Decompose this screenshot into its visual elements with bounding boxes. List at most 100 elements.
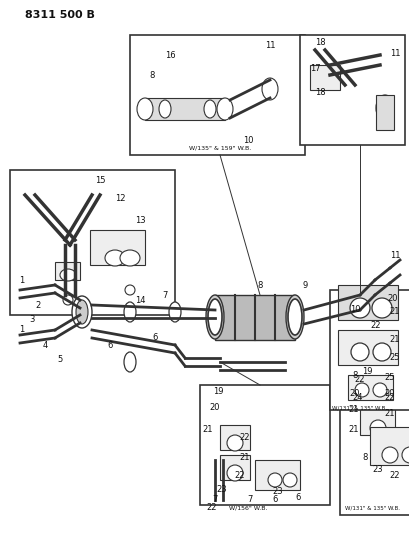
Ellipse shape — [120, 250, 139, 266]
Text: W/131" & 135" W.B.: W/131" & 135" W.B. — [345, 505, 400, 511]
Text: 22: 22 — [354, 376, 364, 384]
Text: 2: 2 — [35, 301, 40, 310]
Text: W/135" & 159" W.B.: W/135" & 159" W.B. — [189, 146, 250, 150]
Bar — [337, 285, 397, 320]
Text: 23: 23 — [372, 465, 382, 474]
Bar — [375, 95, 393, 130]
Bar — [359, 407, 394, 435]
Ellipse shape — [350, 343, 368, 361]
Ellipse shape — [261, 78, 277, 100]
Text: 21: 21 — [348, 425, 358, 434]
Ellipse shape — [205, 295, 223, 339]
Text: 8: 8 — [351, 370, 357, 379]
Ellipse shape — [372, 343, 390, 361]
Text: 25: 25 — [384, 374, 394, 383]
Text: 25: 25 — [389, 353, 399, 362]
Bar — [254, 460, 299, 490]
Bar — [309, 65, 339, 90]
Ellipse shape — [159, 100, 171, 118]
Ellipse shape — [282, 473, 296, 487]
Text: 21: 21 — [348, 406, 358, 415]
Bar — [55, 262, 80, 280]
Text: 7: 7 — [212, 496, 217, 505]
Ellipse shape — [369, 420, 385, 436]
Ellipse shape — [137, 98, 153, 120]
Ellipse shape — [105, 250, 125, 266]
Text: 21: 21 — [202, 425, 213, 434]
Ellipse shape — [349, 298, 369, 318]
Text: W/156" W.B.: W/156" W.B. — [228, 505, 267, 511]
Ellipse shape — [381, 447, 397, 463]
Text: 20: 20 — [387, 294, 397, 303]
Text: 7: 7 — [162, 290, 167, 300]
Bar — [347, 360, 397, 385]
Ellipse shape — [72, 296, 92, 328]
Text: 22: 22 — [239, 433, 249, 442]
Text: 24: 24 — [352, 393, 362, 402]
Text: 4: 4 — [42, 341, 47, 350]
Text: 10: 10 — [349, 305, 360, 314]
Bar — [299, 35, 404, 145]
Text: 20: 20 — [349, 389, 360, 398]
Text: W/131" & 135" W.B.: W/131" & 135" W.B. — [332, 406, 387, 410]
Text: 7: 7 — [247, 496, 252, 505]
Text: 20: 20 — [209, 403, 220, 413]
Text: 15: 15 — [94, 175, 105, 184]
Text: 6: 6 — [294, 494, 300, 503]
Text: 6: 6 — [152, 334, 157, 343]
Bar — [214, 295, 294, 340]
Ellipse shape — [204, 100, 216, 118]
Ellipse shape — [372, 383, 386, 397]
Bar — [337, 330, 397, 365]
Text: 13: 13 — [135, 215, 145, 224]
Ellipse shape — [354, 383, 368, 397]
Text: 22: 22 — [206, 504, 217, 513]
Text: 5: 5 — [57, 356, 63, 365]
Ellipse shape — [124, 302, 136, 322]
Text: 16: 16 — [164, 51, 175, 60]
Bar — [347, 375, 392, 400]
Text: 3: 3 — [29, 316, 35, 325]
Ellipse shape — [267, 473, 281, 487]
Ellipse shape — [287, 299, 301, 335]
Bar — [90, 230, 145, 265]
Text: 20: 20 — [384, 389, 394, 398]
Ellipse shape — [375, 95, 393, 121]
Bar — [220, 425, 249, 450]
Ellipse shape — [285, 295, 303, 339]
Ellipse shape — [369, 385, 385, 401]
Bar — [10, 170, 175, 315]
Bar — [339, 365, 409, 515]
Ellipse shape — [76, 300, 88, 324]
Bar — [130, 35, 304, 155]
Text: 18: 18 — [314, 87, 324, 96]
Ellipse shape — [124, 352, 136, 372]
Text: 9: 9 — [302, 280, 307, 289]
Ellipse shape — [216, 98, 232, 120]
Text: 6: 6 — [272, 496, 277, 505]
Text: 22: 22 — [370, 320, 380, 329]
Ellipse shape — [371, 298, 391, 318]
Text: 21: 21 — [384, 408, 394, 417]
Ellipse shape — [169, 302, 180, 322]
Text: 10: 10 — [242, 135, 253, 144]
Text: 18: 18 — [314, 37, 324, 46]
Text: 6: 6 — [107, 341, 112, 350]
Text: 11: 11 — [389, 49, 399, 58]
Text: 22: 22 — [389, 471, 399, 480]
Ellipse shape — [401, 447, 409, 463]
Text: 21: 21 — [389, 308, 399, 317]
Text: 14: 14 — [135, 295, 145, 304]
Text: 19: 19 — [361, 367, 371, 376]
Bar — [220, 455, 249, 480]
Text: 1: 1 — [19, 326, 25, 335]
Bar — [200, 385, 329, 505]
Text: 11: 11 — [389, 251, 399, 260]
Text: 17: 17 — [309, 63, 319, 72]
Ellipse shape — [227, 465, 243, 481]
Ellipse shape — [227, 435, 243, 451]
Text: 8: 8 — [257, 280, 262, 289]
Text: 19: 19 — [212, 387, 223, 397]
Text: 23: 23 — [272, 488, 283, 497]
Ellipse shape — [60, 269, 76, 281]
